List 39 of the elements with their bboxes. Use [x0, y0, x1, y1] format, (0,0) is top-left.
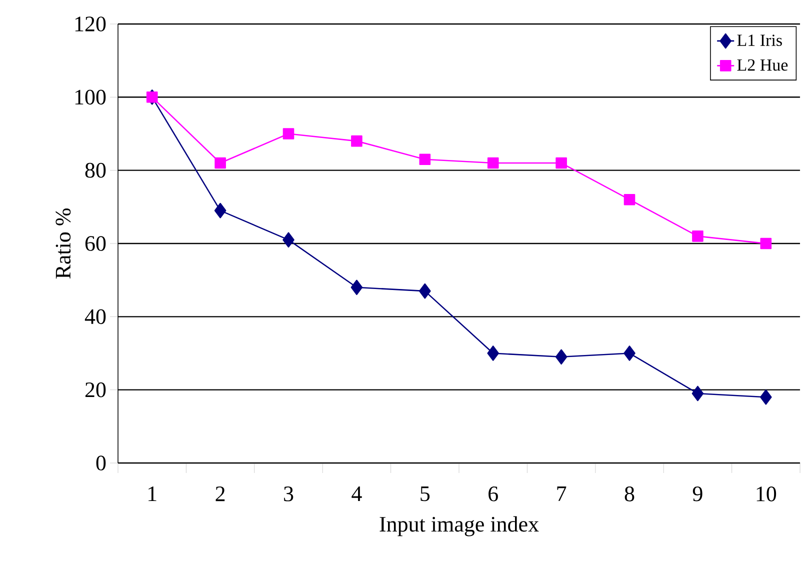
x-tick-label: 2: [216, 486, 225, 502]
point: [282, 232, 294, 248]
point: [487, 157, 499, 169]
x-tick-label: 6: [488, 486, 498, 502]
y-tick-label: 20: [85, 382, 106, 398]
y-tick-label: 0: [96, 456, 106, 470]
y-tick-label: 100: [75, 90, 106, 105]
x-axis-title: Input image index: [380, 516, 539, 536]
x-tick-label: 1: [148, 486, 156, 502]
legend-label: L1 Iris: [737, 34, 782, 46]
x-tick-label: 3: [284, 486, 294, 502]
x-tick-label: 5: [420, 486, 430, 502]
point: [692, 230, 704, 242]
point: [214, 202, 226, 218]
x-tick-label: 9: [692, 486, 702, 502]
point: [692, 386, 704, 402]
point: [555, 349, 568, 365]
point: [760, 390, 772, 405]
y-tick-label: 60: [85, 236, 106, 251]
y-tick-label: 80: [85, 162, 106, 178]
x-tick-label: 8: [624, 486, 634, 502]
point: [282, 128, 294, 140]
point: [351, 135, 362, 147]
point: [214, 157, 226, 169]
point: [419, 154, 431, 166]
legend-label: L2 Hue: [737, 59, 788, 71]
point: [350, 280, 363, 296]
y-tick-label: 40: [84, 309, 106, 324]
point: [624, 194, 636, 206]
y-tick-label: 120: [75, 16, 106, 32]
point: [556, 157, 567, 169]
point: [419, 283, 431, 299]
point: [624, 346, 636, 361]
point: [760, 238, 772, 250]
x-tick-label: 10: [756, 486, 776, 502]
point: [487, 346, 500, 361]
x-tick-label: 7: [557, 486, 566, 501]
y-axis-title: Ratio %: [56, 208, 71, 279]
x-tick-label: 4: [352, 486, 362, 501]
